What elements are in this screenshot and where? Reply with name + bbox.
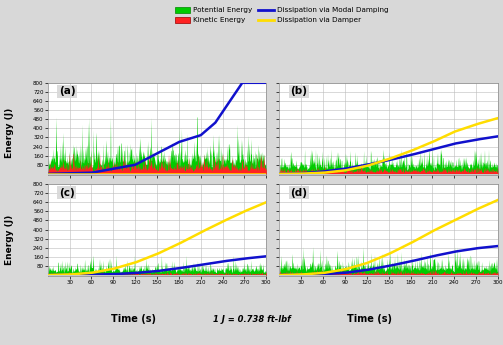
Text: 1 J = 0.738 ft-lbf: 1 J = 0.738 ft-lbf	[213, 315, 290, 324]
Legend: Potential Energy, Kinetic Energy, Dissipation via Modal Damping, Dissipation via: Potential Energy, Kinetic Energy, Dissip…	[173, 5, 390, 25]
Text: (c): (c)	[59, 188, 74, 198]
Text: (d): (d)	[290, 188, 307, 198]
Text: Time (s): Time (s)	[347, 314, 392, 324]
Bar	[280, 174, 498, 185]
Bar	[48, 174, 266, 185]
Bar	[48, 275, 266, 286]
Text: Time (s): Time (s)	[111, 314, 156, 324]
Text: (a): (a)	[59, 87, 75, 97]
Bar	[280, 275, 498, 286]
Text: Energy (J): Energy (J)	[5, 215, 14, 265]
Text: (b): (b)	[290, 87, 307, 97]
Text: Energy (J): Energy (J)	[5, 108, 14, 158]
